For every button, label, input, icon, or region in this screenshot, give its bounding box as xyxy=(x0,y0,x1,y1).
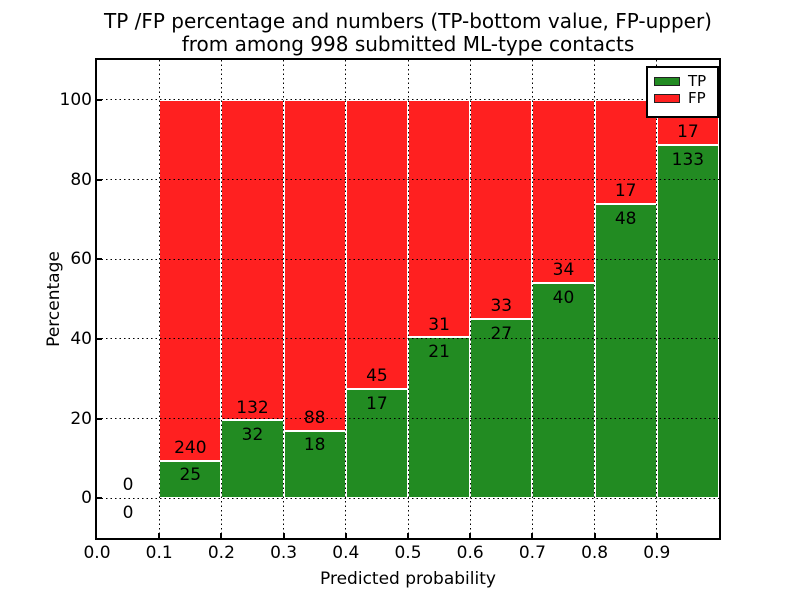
y-tick-mark xyxy=(97,258,102,261)
x-tick-label: 0.2 xyxy=(207,543,235,563)
y-tick-mark xyxy=(97,98,102,101)
x-tick-mark xyxy=(158,533,161,538)
legend-item-fp: FP xyxy=(654,90,717,107)
x-tick-label: 0.3 xyxy=(270,543,298,563)
x-tick-label: 0.0 xyxy=(83,543,111,563)
y-tick-mark xyxy=(97,337,102,340)
x-tick-mark xyxy=(655,533,658,538)
x-tick-label: 0.5 xyxy=(394,543,422,563)
x-gridline xyxy=(531,60,533,538)
bar-segment-tp xyxy=(159,460,222,499)
x-tick-label: 0.9 xyxy=(643,543,671,563)
bar-segment-fp xyxy=(408,99,471,338)
y-tick-mark xyxy=(97,178,102,181)
count-label-fp: 33 xyxy=(490,296,513,317)
plot-area: 0 0 240 25 132 32 88 18 45 17 31 21 33 27 34 40 17 48 17 13… xyxy=(97,60,719,538)
bar-segment-fp xyxy=(532,99,595,283)
y-tick-mark xyxy=(97,497,102,500)
count-label-tp: 48 xyxy=(614,208,637,229)
bar-segment-tp xyxy=(470,318,533,499)
x-gridline xyxy=(656,60,658,538)
legend-label-fp: FP xyxy=(688,89,706,107)
y-tick-label: 40 xyxy=(70,328,92,349)
count-label-tp: 0 xyxy=(122,502,134,523)
x-tick-label: 0.4 xyxy=(332,543,360,563)
count-label-tp: 133 xyxy=(671,149,705,170)
bar-segment-tp xyxy=(345,388,408,499)
count-label-tp: 25 xyxy=(179,465,202,486)
bar-segment-fp xyxy=(159,99,222,461)
count-label-fp: 0 xyxy=(122,475,134,496)
count-label-tp: 40 xyxy=(552,287,575,308)
x-tick-mark xyxy=(531,533,534,538)
x-gridline xyxy=(283,60,285,538)
y-tick-mark xyxy=(97,417,102,420)
y-tick-label: 80 xyxy=(70,169,92,190)
x-tick-mark xyxy=(593,533,596,538)
bar-segment-tp xyxy=(594,204,657,499)
y-tick-label: 20 xyxy=(70,408,92,429)
x-gridline xyxy=(158,60,160,538)
count-label-tp: 18 xyxy=(303,435,326,456)
bar-segment-fp xyxy=(470,99,533,319)
chart-title-line1: TP /FP percentage and numbers (TP-bottom… xyxy=(104,9,712,33)
count-label-tp: 32 xyxy=(241,425,264,446)
count-label-fp: 31 xyxy=(428,314,450,335)
x-tick-label: 0.8 xyxy=(581,543,609,563)
legend-swatch-tp xyxy=(654,77,680,86)
bar-segment-tp xyxy=(408,337,471,499)
x-axis-label: Predicted probability xyxy=(320,569,496,589)
count-label-fp: 17 xyxy=(677,122,699,143)
y-tick-label: 100 xyxy=(59,89,92,110)
x-tick-mark xyxy=(282,533,285,538)
count-label-fp: 34 xyxy=(552,260,575,281)
legend-label-tp: TP xyxy=(688,72,707,90)
count-label-fp: 17 xyxy=(614,181,637,202)
count-label-tp: 17 xyxy=(366,393,388,414)
x-tick-mark xyxy=(220,533,223,538)
x-tick-mark xyxy=(407,533,409,538)
legend-swatch-fp xyxy=(654,94,680,103)
x-tick-label: 0.6 xyxy=(456,543,484,563)
y-tick-label: 60 xyxy=(70,249,92,270)
count-label-tp: 21 xyxy=(428,342,450,363)
count-label-fp: 240 xyxy=(174,437,207,458)
x-tick-label: 0.1 xyxy=(145,543,173,563)
x-gridline xyxy=(594,60,596,538)
x-tick-mark xyxy=(469,533,472,538)
x-gridline xyxy=(407,60,409,538)
bar-segment-fp xyxy=(283,99,346,431)
y-tick-label: 0 xyxy=(81,488,92,509)
legend-item-tp: TP xyxy=(654,73,717,90)
chart-title-line2: from among 998 submitted ML-type contact… xyxy=(181,32,635,56)
x-tick-mark xyxy=(344,533,347,538)
bar-segment-tp xyxy=(656,144,719,499)
x-tick-label: 0.7 xyxy=(518,543,546,563)
x-gridline xyxy=(469,60,471,538)
count-label-fp: 45 xyxy=(366,366,388,387)
count-label-fp: 132 xyxy=(236,397,269,418)
bar-segment-tp xyxy=(532,282,595,499)
count-label-fp: 88 xyxy=(303,407,326,428)
bar-segment-fp xyxy=(221,99,284,421)
legend: TP FP xyxy=(646,66,719,118)
x-gridline xyxy=(220,60,222,538)
count-label-tp: 27 xyxy=(490,323,513,344)
bar-segment-fp xyxy=(345,99,408,389)
bar-segment-tp xyxy=(221,420,284,499)
chart-title: TP /FP percentage and numbers (TP-bottom… xyxy=(97,10,719,56)
x-gridline xyxy=(345,60,347,538)
